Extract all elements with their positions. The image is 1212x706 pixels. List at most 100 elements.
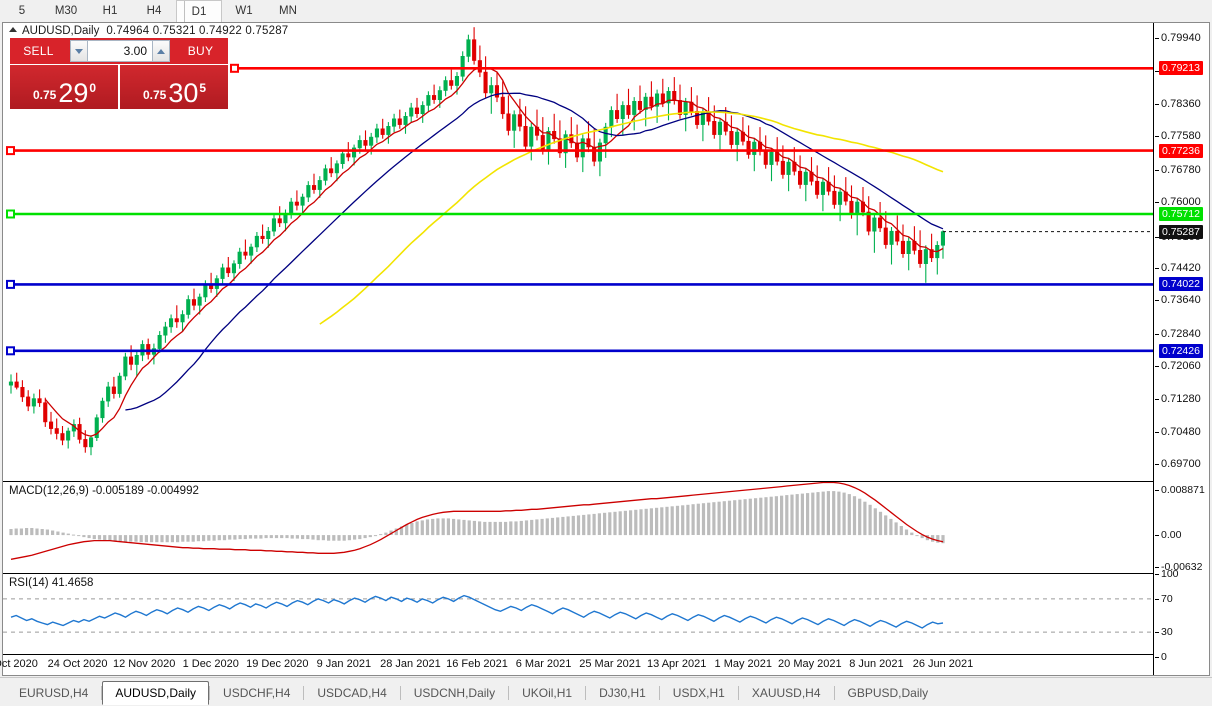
candlestick	[100, 400, 105, 419]
macd-histogram-bar	[863, 501, 867, 536]
macd-histogram-bar	[51, 530, 55, 535]
symbol-tab-usdx-h1[interactable]: USDX,H1	[672, 686, 725, 700]
candlestick	[877, 217, 883, 229]
candlestick	[729, 131, 734, 145]
symbol-tabbar: EURUSD,H4 AUDUSD,Daily USDCHF,H4 USDCAD,H4 U…	[0, 677, 1212, 706]
date-axis-label: 1 May 2021	[714, 658, 773, 670]
volume-decrease-button[interactable]	[70, 40, 88, 62]
tab-separator	[209, 686, 211, 700]
macd-histogram-bar	[686, 504, 690, 536]
timeframe-button-m30[interactable]: M30	[54, 5, 78, 17]
collapse-triangle-icon[interactable]	[9, 27, 17, 32]
price-level-label-resistance[interactable]: 0.77236	[1159, 143, 1203, 158]
candlestick	[374, 128, 380, 138]
macd-histogram-bar	[222, 535, 227, 541]
buy-price-quote[interactable]: 0.75 30 5	[120, 65, 228, 109]
macd-histogram-bar	[727, 500, 732, 536]
macd-chart-svg	[9, 482, 945, 560]
price-level-handle[interactable]	[230, 63, 239, 73]
symbol-tab-audusd-daily[interactable]: AUDUSD,Daily	[102, 681, 210, 705]
price-level-label-support[interactable]: 0.74022	[1159, 277, 1203, 292]
symbol-tab-xauusd-h4[interactable]: XAUUSD,H4	[751, 686, 821, 700]
price-level-label-support[interactable]: 0.75712	[1159, 207, 1203, 222]
price-level-handle[interactable]	[6, 279, 15, 289]
price-tick-label: 0.74420	[1161, 261, 1201, 274]
rsi-pane[interactable]: RSI(14) 41.4658	[3, 574, 1153, 657]
symbol-tab-eurusd-h4[interactable]: EURUSD,H4	[19, 686, 89, 700]
candlestick	[454, 75, 460, 86]
symbol-tab-dj30-h1[interactable]: DJ30,H1	[599, 686, 646, 700]
price-scale[interactable]: 0.799400.791400.783600.775800.767800.760…	[1153, 23, 1209, 675]
macd-histogram-bar	[87, 535, 91, 539]
candlestick	[483, 71, 488, 94]
candlestick	[203, 284, 208, 298]
price-level-label-resistance[interactable]: 0.79213	[1159, 61, 1203, 76]
price-tick	[1155, 267, 1159, 269]
macd-histogram-bar	[800, 493, 804, 536]
candlestick	[597, 142, 603, 162]
timeframe-button-5[interactable]: 5	[18, 5, 26, 17]
price-level-handle[interactable]	[6, 146, 15, 156]
candlestick	[443, 80, 448, 91]
timeframe-button-h1[interactable]: H1	[102, 5, 118, 17]
date-axis-label: 16 Feb 2021	[446, 658, 508, 670]
price-level-label-current_price[interactable]: 0.75287	[1159, 224, 1203, 239]
candlestick	[157, 334, 162, 349]
symbol-tab-gbpusd-daily[interactable]: GBPUSD,Daily	[847, 686, 929, 700]
macd-histogram-bar	[347, 535, 351, 541]
candlestick	[786, 161, 791, 175]
candlestick	[117, 375, 122, 394]
price-pane[interactable]	[3, 23, 1153, 481]
volume-increase-button[interactable]	[152, 40, 170, 62]
volume-input[interactable]: 3.00	[88, 40, 152, 62]
price-tick-label: 0.76780	[1161, 163, 1201, 176]
macd-histogram-bar	[389, 530, 393, 535]
timeframe-button-w1[interactable]: W1	[235, 5, 253, 17]
macd-histogram-bar	[368, 535, 372, 538]
date-axis[interactable]: 6 Oct 2020 24 Oct 2020 12 Nov 2020 1 Dec 20…	[0, 654, 1153, 675]
timeframe-button-h4[interactable]: H4	[146, 5, 162, 17]
symbol-tab-usdcad-h4[interactable]: USDCAD,H4	[317, 686, 387, 700]
buy-button[interactable]: BUY	[173, 38, 228, 64]
sell-price-quote[interactable]: 0.75 29 0	[10, 65, 118, 109]
macd-histogram-bar	[826, 491, 830, 536]
date-axis-label: 28 Jan 2021	[380, 658, 441, 670]
sell-button[interactable]: SELL	[10, 38, 67, 64]
candlestick	[60, 433, 65, 441]
timeframe-button-mn[interactable]: MN	[279, 5, 297, 17]
price-level-label-support[interactable]: 0.72426	[1159, 343, 1203, 358]
price-level-handle[interactable]	[6, 209, 15, 219]
macd-histogram-bar	[108, 535, 112, 541]
pane-divider-1	[3, 481, 1153, 482]
one-click-trading-panel[interactable]: SELL 3.00 BUY 0.75 29 0 0.75 30 5	[10, 38, 228, 109]
macd-histogram-bar	[196, 535, 200, 542]
candlestick	[334, 163, 339, 174]
macd-histogram-bar	[92, 535, 96, 540]
candlestick	[906, 240, 911, 254]
symbol-tab-usdcnh-daily[interactable]: USDCNH,Daily	[413, 686, 496, 700]
symbol-tab-ukoil-h1[interactable]: UKOil,H1	[522, 686, 573, 700]
symbol-tab-usdchf-h4[interactable]: USDCHF,H4	[223, 686, 291, 700]
candlestick	[918, 250, 923, 264]
macd-pane[interactable]: MACD(12,26,9) -0.005189 -0.004992	[3, 482, 1153, 573]
macd-histogram-bar	[399, 526, 404, 536]
candlestick	[8, 381, 13, 386]
candlestick	[506, 113, 511, 131]
candlestick	[163, 326, 168, 336]
candlestick	[266, 230, 271, 239]
macd-histogram-bar	[379, 534, 383, 536]
timeframe-button-d1[interactable]: D1	[176, 0, 222, 23]
candlestick	[929, 249, 934, 259]
price-level-handle[interactable]	[6, 346, 15, 356]
macd-histogram-bar	[452, 518, 456, 536]
chart-window[interactable]: AUDUSD,Daily 0.74964 0.75321 0.74922 0.7…	[0, 22, 1210, 676]
macd-histogram-bar	[884, 515, 888, 536]
macd-histogram-bar	[478, 521, 482, 535]
candlestick	[357, 140, 362, 149]
candlestick	[306, 185, 311, 198]
candlestick	[277, 218, 282, 224]
macd-histogram-bar	[832, 491, 836, 536]
candlestick	[31, 398, 36, 407]
volume-stepper[interactable]: 3.00	[67, 38, 173, 64]
macd-histogram-bar	[316, 535, 320, 541]
